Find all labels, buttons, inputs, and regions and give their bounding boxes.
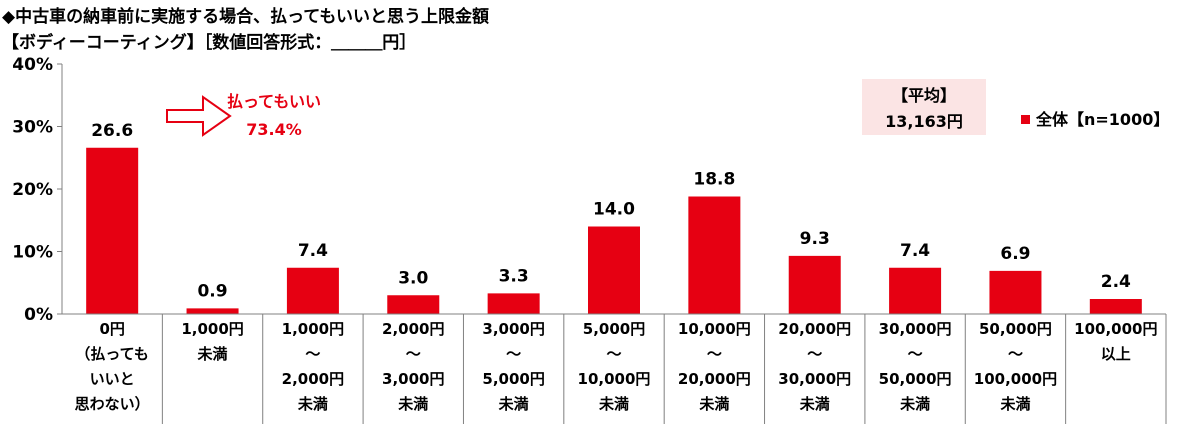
y-axis: 0% 10% 20% 30% 40%	[12, 55, 63, 325]
data-label: 3.3	[499, 266, 529, 286]
data-label: 7.4	[900, 241, 930, 261]
x-tick-label: ～	[606, 345, 621, 363]
data-label: 9.3	[800, 229, 830, 249]
x-tick-label: ～	[506, 345, 521, 363]
x-tick-label: 未満	[498, 395, 529, 413]
legend-swatch	[1021, 115, 1030, 124]
data-label: 26.6	[91, 121, 133, 141]
x-tick-label: 3,000円	[482, 320, 544, 338]
x-tick-label: ～	[908, 345, 923, 363]
x-tick-label: 未満	[698, 395, 729, 413]
legend: 全体【n=1000】	[1021, 110, 1169, 129]
x-tick-label: 2,000円	[382, 320, 444, 338]
x-tick-label: 10,000円	[578, 370, 651, 388]
x-tick-label: 1,000円	[181, 320, 243, 338]
bar	[286, 267, 339, 314]
bar	[688, 196, 741, 314]
data-label: 0.9	[197, 281, 227, 301]
x-tick-label: 10,000円	[678, 320, 751, 338]
bar	[588, 226, 640, 314]
x-tick-label: 未満	[799, 395, 830, 413]
chart-subtitle: 【ボディーコーティング】［数値回答形式：＿＿＿円］	[2, 33, 417, 53]
legend-label: 全体【n=1000】	[1035, 110, 1169, 129]
x-tick-label: 30,000円	[879, 320, 952, 338]
x-tick-label: 100,000円	[1074, 320, 1157, 338]
bar	[889, 267, 942, 314]
bar	[788, 255, 841, 314]
bar	[989, 270, 1042, 314]
data-label: 14.0	[593, 200, 635, 220]
bar	[186, 308, 239, 314]
average-box-background	[862, 79, 986, 135]
x-tick-label: 50,000円	[979, 320, 1052, 338]
callout-annotation: 払ってもいい 73.4%	[166, 92, 321, 139]
callout-label: 払ってもいい	[227, 92, 321, 111]
x-tick-label: 思わない）	[75, 395, 150, 413]
x-tick-label: いいと	[90, 370, 135, 388]
x-tick-label: 100,000円	[974, 370, 1057, 388]
arrow-icon	[166, 95, 232, 137]
x-tick-label: 未満	[999, 395, 1030, 413]
x-tick-label: （払っても	[75, 345, 149, 363]
callout-value: 73.4%	[246, 120, 302, 139]
bar	[387, 295, 440, 314]
data-label: 18.8	[693, 170, 735, 190]
bar	[86, 147, 139, 314]
x-tick-label: ～	[1008, 345, 1023, 363]
data-label: 6.9	[1000, 244, 1030, 264]
y-tick-label: 0%	[24, 305, 53, 325]
y-tick-label: 20%	[12, 180, 53, 200]
x-tick-label: 20,000円	[678, 370, 751, 388]
bar	[1089, 299, 1142, 314]
data-label: 2.4	[1101, 272, 1131, 292]
y-tick-label: 30%	[12, 118, 53, 138]
x-tick-label: 20,000円	[778, 320, 851, 338]
y-tick-label: 40%	[12, 55, 53, 75]
x-tick-label: ～	[707, 345, 722, 363]
x-tick-label: 5,000円	[482, 370, 544, 388]
x-tick-label: 0円	[99, 320, 124, 338]
x-tick-label: 未満	[397, 395, 428, 413]
x-tick-label: ～	[807, 345, 822, 363]
average-label: 【平均】	[892, 86, 956, 105]
y-tick-label: 10%	[12, 243, 53, 263]
chart-title: ◆中古車の納車前に実施する場合、払ってもいいと思う上限金額	[2, 7, 490, 27]
x-tick-label: 1,000円	[282, 320, 344, 338]
x-tick-label: 未満	[899, 395, 930, 413]
x-tick-label: 3,000円	[382, 370, 444, 388]
x-tick-label: 5,000円	[583, 320, 645, 338]
average-value: 13,163円	[885, 112, 963, 131]
x-tick-label: 30,000円	[778, 370, 851, 388]
data-label: 3.0	[398, 268, 428, 288]
data-label: 7.4	[298, 241, 328, 261]
x-tick-label: 未満	[297, 395, 328, 413]
average-box: 【平均】 13,163円	[862, 79, 986, 135]
x-tick-label: 2,000円	[282, 370, 344, 388]
bars: 26.6 0.9 7.4 3.0 3.3 14.0 18.8 9.3 7.4 6.9 2.4	[86, 121, 1142, 314]
x-tick-label: 以上	[1101, 345, 1131, 363]
bar	[487, 293, 540, 314]
x-tick-label: ～	[305, 345, 320, 363]
x-axis: 0円（払ってもいいと思わない）1,000円未満1,000円～2,000円未満2,…	[62, 313, 1167, 424]
x-tick-label: ～	[406, 345, 421, 363]
x-tick-label: 未満	[598, 395, 629, 413]
x-tick-label: 50,000円	[879, 370, 952, 388]
x-tick-label: 未満	[197, 345, 228, 363]
